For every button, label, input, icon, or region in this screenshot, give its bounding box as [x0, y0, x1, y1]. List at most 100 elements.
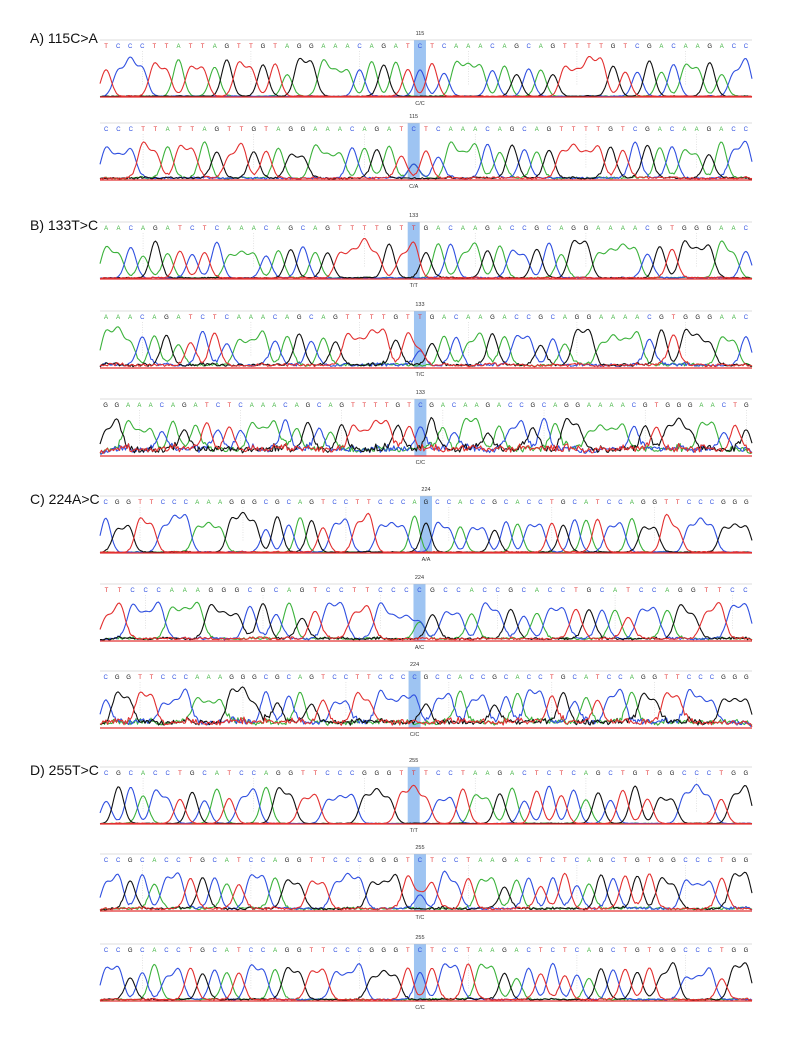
base-call: T — [190, 127, 194, 133]
base-call: C — [519, 403, 524, 409]
base-call: T — [406, 858, 410, 864]
base-call: G — [547, 127, 552, 133]
base-call: T — [400, 226, 404, 232]
variant-position-label: 255 — [409, 758, 418, 764]
base-call: T — [720, 858, 724, 864]
base-call: C — [390, 675, 395, 681]
variant-highlight — [413, 40, 426, 97]
base-call: G — [369, 858, 374, 864]
base-call: A — [665, 588, 669, 594]
base-call: C — [670, 127, 675, 133]
base-call: C — [526, 858, 531, 864]
base-call: G — [224, 44, 229, 50]
genotype-label: C/C — [415, 1005, 425, 1011]
base-call: C — [435, 500, 440, 506]
base-call: A — [116, 315, 120, 321]
base-call: G — [190, 771, 195, 777]
base-call: A — [539, 44, 543, 50]
base-call: T — [623, 44, 627, 50]
base-call: G — [306, 403, 311, 409]
base-call: G — [374, 127, 379, 133]
base-call: G — [671, 858, 676, 864]
base-call: G — [251, 127, 256, 133]
trace-G — [99, 57, 753, 98]
base-call: C — [573, 500, 578, 506]
base-call: G — [744, 858, 749, 864]
trace-T — [99, 328, 753, 368]
genotype-label: T/T — [410, 828, 419, 834]
base-call: G — [285, 948, 290, 954]
base-call: C — [526, 44, 531, 50]
base-call: T — [313, 771, 317, 777]
base-call: C — [447, 500, 452, 506]
base-call: G — [571, 226, 576, 232]
base-call: C — [561, 588, 566, 594]
base-call: T — [559, 127, 563, 133]
base-call: A — [587, 858, 591, 864]
base-call: C — [510, 226, 515, 232]
base-call: G — [599, 858, 604, 864]
base-call: G — [229, 500, 234, 506]
base-call: C — [345, 948, 350, 954]
base-call: C — [129, 226, 134, 232]
base-call: G — [561, 675, 566, 681]
base-call: A — [328, 403, 332, 409]
base-call: C — [225, 315, 230, 321]
base-call: C — [418, 948, 423, 954]
base-call: A — [466, 44, 470, 50]
base-call: A — [295, 403, 299, 409]
base-call: A — [478, 858, 482, 864]
base-call: T — [550, 500, 554, 506]
base-call: G — [126, 675, 131, 681]
base-call: C — [744, 226, 749, 232]
base-call: G — [387, 226, 392, 232]
base-call: G — [744, 771, 749, 777]
base-call: T — [587, 44, 591, 50]
base-call: C — [239, 771, 244, 777]
base-call: A — [413, 500, 417, 506]
base-call: T — [362, 403, 366, 409]
chromatogram-c-2: 224 T T C C C A A A G G G C G C A G T C C T T C C C C G C C A C C G C A C C T… — [99, 574, 753, 656]
base-call: G — [128, 948, 133, 954]
base-call: A — [584, 675, 588, 681]
base-call: A — [195, 500, 199, 506]
base-call: C — [447, 675, 452, 681]
base-call: T — [237, 948, 241, 954]
base-call: G — [502, 948, 507, 954]
base-call: G — [485, 226, 490, 232]
base-call: A — [478, 948, 482, 954]
base-call: C — [418, 858, 423, 864]
trace-T — [99, 691, 753, 728]
chromatogram-c-3: 224 C G G T T C C C A A A G G G C G C A G T C C T T C C C C G C C A C C G C A… — [99, 661, 753, 743]
base-call: C — [526, 948, 531, 954]
chromatogram-d-1: 255 C G C A C C T G C A T C C A G G T T C C C G G G T T T C C T A A G A C T C… — [99, 757, 753, 839]
base-call: C — [682, 771, 687, 777]
base-call: C — [456, 588, 461, 594]
base-call: A — [633, 226, 637, 232]
base-call: C — [317, 403, 322, 409]
trace-C — [99, 331, 753, 368]
genotype-label: T/C — [416, 915, 425, 921]
base-call: C — [213, 948, 218, 954]
base-call: G — [285, 858, 290, 864]
base-call: A — [249, 315, 253, 321]
trace-G — [99, 416, 753, 454]
base-call: C — [104, 127, 109, 133]
base-call: G — [222, 588, 227, 594]
chromatogram-a-2: 115 C C C T T A T T A G T T G T A G G A A A C A G A T C T C A A A C A G C A G… — [99, 113, 753, 195]
base-call: G — [596, 771, 601, 777]
base-call: C — [496, 588, 501, 594]
base-call: A — [326, 127, 330, 133]
base-call: A — [176, 315, 180, 321]
base-call: G — [587, 315, 592, 321]
base-call: T — [152, 44, 156, 50]
base-call: A — [387, 127, 391, 133]
base-call: A — [152, 858, 156, 864]
base-call: A — [237, 315, 241, 321]
base-call: C — [172, 500, 177, 506]
base-call: C — [130, 588, 135, 594]
base-call: C — [332, 500, 337, 506]
variant-position-label: 255 — [415, 845, 424, 851]
base-call: C — [695, 948, 700, 954]
base-call: G — [430, 588, 435, 594]
